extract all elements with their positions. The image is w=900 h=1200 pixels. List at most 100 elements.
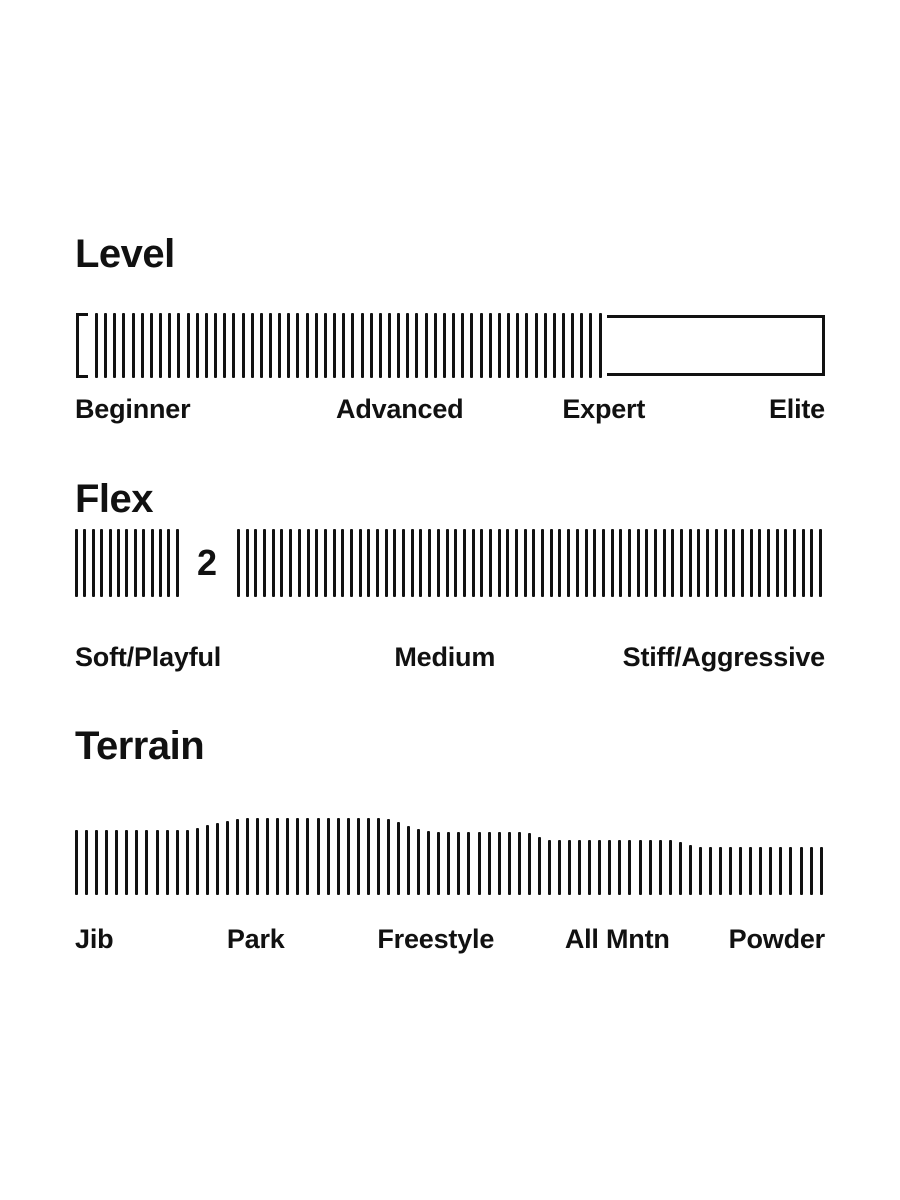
gauge-tick [627, 529, 631, 597]
scale-label-medium: Medium [394, 642, 496, 672]
gauge-tick [532, 529, 536, 597]
gauge-tick [150, 529, 154, 597]
gauge-tick [419, 529, 423, 597]
terrain-tick [256, 818, 260, 895]
gauge-tick [541, 529, 545, 597]
gauge-tick [571, 313, 575, 378]
terrain-tick [457, 832, 461, 895]
gauge-tick [442, 313, 446, 378]
gauge-tick [296, 313, 300, 378]
flex-ticks-right [237, 529, 823, 597]
gauge-tick [766, 529, 770, 597]
gauge-tick [436, 529, 440, 597]
terrain-tick [749, 847, 753, 895]
scale-label-jib: Jib [75, 924, 114, 954]
level-open-bracket [76, 313, 88, 378]
terrain-tick [719, 847, 722, 895]
gauge-tick [819, 529, 823, 597]
terrain-tick [447, 832, 451, 895]
terrain-tick [628, 840, 632, 895]
terrain-tick [789, 847, 793, 895]
gauge-tick [516, 313, 520, 378]
gauge-tick [271, 529, 275, 597]
terrain-tick [105, 830, 109, 895]
gauge-tick [167, 529, 171, 597]
terrain-tick [407, 826, 411, 895]
level-filled-ticks [95, 313, 602, 378]
gauge-tick [784, 529, 788, 597]
terrain-tick [165, 830, 169, 895]
terrain-tick [578, 840, 582, 895]
gauge-tick [250, 313, 254, 378]
terrain-tick [135, 830, 139, 895]
gauge-tick [323, 313, 327, 378]
terrain-tick [205, 825, 209, 895]
gauge-tick [168, 313, 172, 378]
gauge-tick [601, 529, 605, 597]
terrain-tick [558, 840, 561, 895]
terrain-tick [215, 823, 219, 895]
gauge-tick [113, 313, 117, 378]
terrain-tick [497, 832, 501, 895]
gauge-tick [397, 313, 401, 378]
gauge-tick [314, 313, 318, 378]
gauge-tick [515, 529, 518, 597]
terrain-tick [698, 847, 702, 895]
gauge-tick [263, 529, 267, 597]
terrain-tick [417, 829, 421, 895]
scale-label-freestyle: Freestyle [377, 924, 495, 954]
gauge-tick [280, 529, 284, 597]
gauge-tick [378, 313, 382, 378]
gauge-tick [159, 529, 163, 597]
gauge-tick [232, 313, 236, 378]
terrain-tick [467, 832, 471, 895]
gauge-tick [108, 529, 112, 597]
gauge-tick [506, 529, 510, 597]
terrain-tick [366, 818, 370, 895]
scale-label-all-mntn: All Mntn [564, 924, 670, 954]
gauge-tick [332, 529, 336, 597]
gauge-tick [122, 313, 126, 378]
terrain-tick [799, 847, 803, 895]
terrain-tick [356, 818, 360, 895]
terrain-tick [568, 840, 572, 895]
gauge-tick [323, 529, 327, 597]
terrain-tick [246, 818, 250, 895]
gauge-tick [749, 529, 753, 597]
gauge-tick [384, 529, 388, 597]
level-section-title: Level [75, 232, 175, 276]
terrain-tick [376, 818, 380, 895]
scale-label-advanced: Advanced [336, 394, 464, 424]
terrain-section-title: Terrain [75, 724, 205, 768]
terrain-tick [145, 830, 149, 895]
gauge-tick [424, 313, 428, 378]
terrain-tick [769, 847, 773, 895]
terrain-tick [397, 822, 400, 895]
gauge-tick [315, 529, 319, 597]
scale-label-park: Park [226, 924, 285, 954]
scale-label-stiff-aggressive: Stiff/Aggressive [622, 642, 826, 672]
level-scale-labels: Beginner Advanced Expert Elite [75, 396, 825, 428]
terrain-tick [336, 818, 340, 895]
terrain-tick [155, 830, 159, 895]
terrain-tick [819, 847, 823, 895]
gauge-tick [131, 313, 135, 378]
gauge-tick [186, 313, 190, 378]
gauge-tick [534, 313, 538, 378]
terrain-tick [286, 818, 290, 895]
gauge-tick [289, 529, 293, 597]
terrain-tick [588, 840, 592, 895]
gauge-tick [740, 529, 744, 597]
gauge-tick [142, 529, 146, 597]
gauge-tick [223, 313, 227, 378]
gauge-tick [245, 529, 249, 597]
terrain-tick [688, 845, 692, 895]
terrain-tick [326, 818, 330, 895]
gauge-tick [349, 529, 353, 597]
gauge-tick [793, 529, 796, 597]
gauge-tick [561, 313, 565, 378]
terrain-tick [125, 830, 129, 895]
gauge-tick [558, 529, 562, 597]
flex-gauge: 2 [75, 529, 825, 597]
terrain-tick [708, 847, 712, 895]
